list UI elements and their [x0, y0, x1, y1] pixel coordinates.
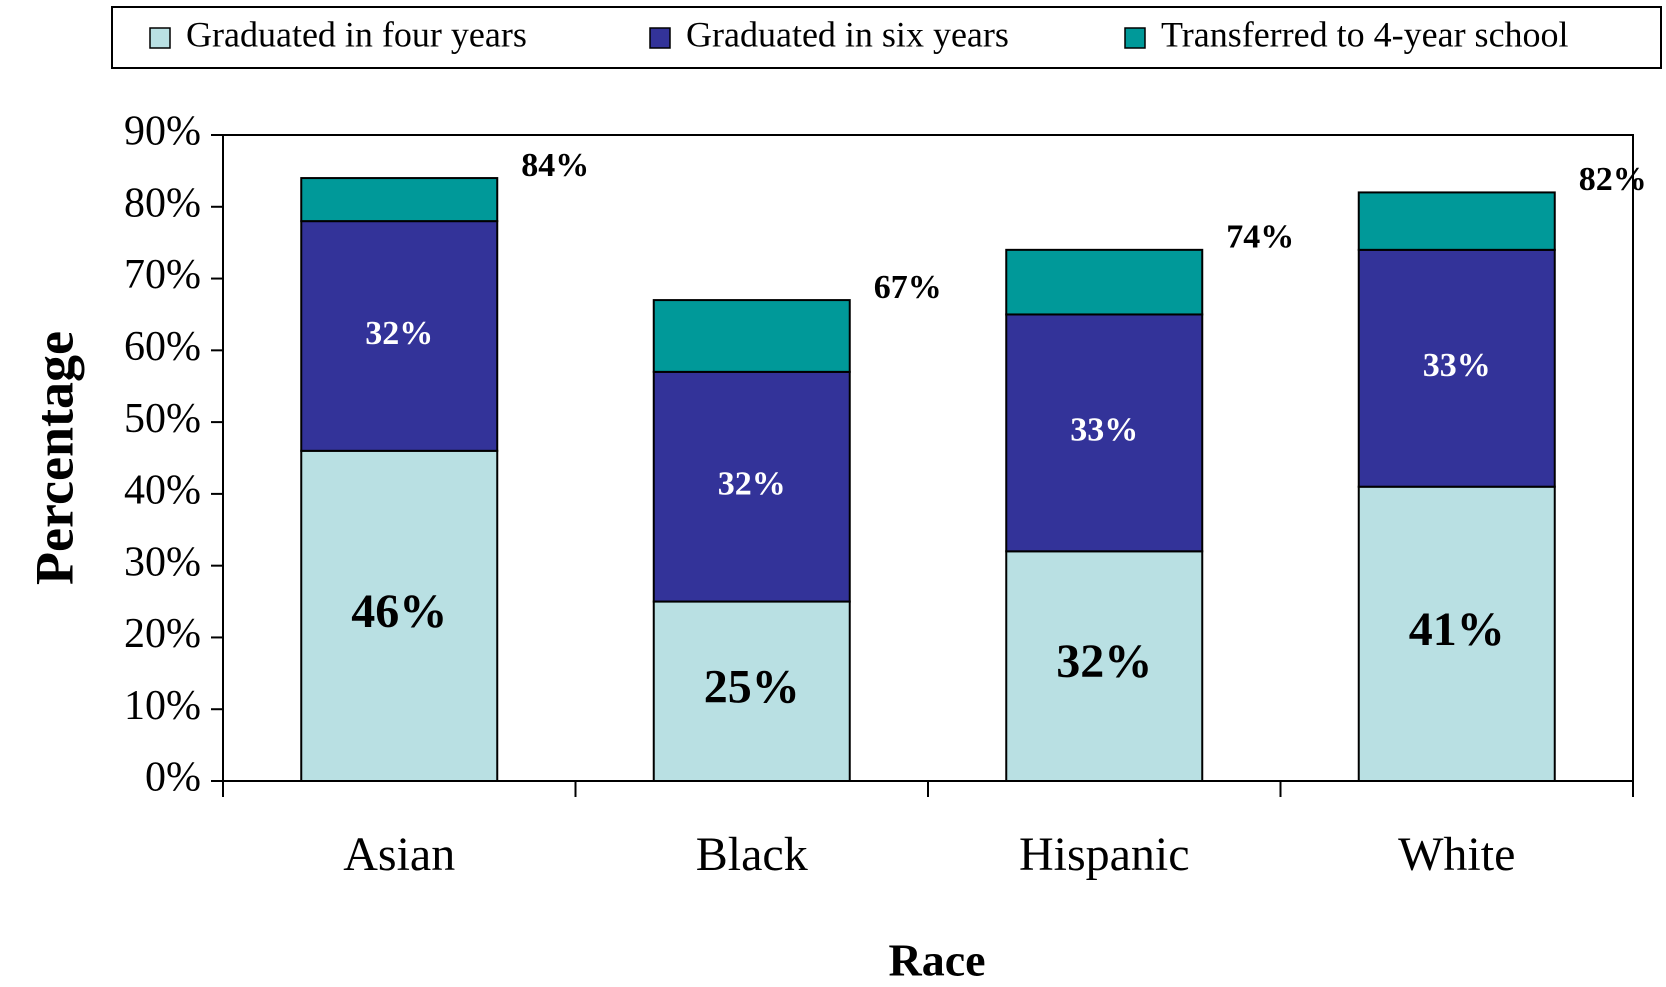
y-tick-label: 30% — [124, 539, 201, 585]
value-label: 32% — [1056, 635, 1152, 688]
value-label: 33% — [1070, 412, 1138, 449]
bar-segment — [1357, 248, 1556, 488]
y-tick-label: 70% — [124, 252, 201, 298]
bar-segment — [652, 370, 851, 603]
x-tick-label: Asian — [343, 828, 455, 881]
value-label: 33% — [1423, 347, 1491, 384]
value-label: 32% — [718, 466, 786, 503]
y-tick-label: 20% — [124, 611, 201, 657]
bar-segment — [652, 299, 851, 373]
bar-segment — [1005, 550, 1204, 782]
bar-segment — [1005, 313, 1204, 553]
legend-swatch — [649, 27, 671, 49]
y-tick-label: 60% — [124, 324, 201, 370]
y-axis-label: Percentage — [24, 331, 84, 585]
y-tick-label: 0% — [145, 755, 201, 801]
legend-label: Graduated in six years — [686, 14, 1009, 54]
total-label: 67% — [874, 269, 942, 306]
y-tick-label: 90% — [124, 109, 201, 155]
bar-segment — [1357, 191, 1556, 251]
legend-label: Graduated in four years — [186, 14, 527, 54]
x-tick-label: White — [1398, 828, 1515, 881]
y-tick-label: 10% — [124, 683, 201, 729]
y-tick-label: 50% — [124, 396, 201, 442]
value-label: 46% — [351, 585, 447, 638]
x-axis-label: Race — [888, 935, 985, 986]
x-tick-label: Black — [696, 828, 808, 881]
legend-box — [111, 6, 1662, 69]
total-label: 84% — [521, 147, 589, 184]
legend-swatch — [149, 27, 171, 49]
value-label: 41% — [1409, 603, 1505, 656]
value-label: 25% — [704, 660, 800, 713]
x-tick-label: Hispanic — [1019, 828, 1190, 881]
total-label: 82% — [1579, 161, 1647, 198]
bar-segment — [300, 177, 499, 223]
y-tick-label: 80% — [124, 180, 201, 226]
total-label: 74% — [1226, 219, 1294, 256]
bar-segment — [1005, 248, 1204, 316]
legend-swatch — [1124, 27, 1146, 49]
value-label: 32% — [365, 315, 433, 352]
y-tick-label: 40% — [124, 468, 201, 514]
bar-segment — [652, 600, 851, 782]
legend-label: Transferred to 4-year school — [1161, 14, 1569, 54]
